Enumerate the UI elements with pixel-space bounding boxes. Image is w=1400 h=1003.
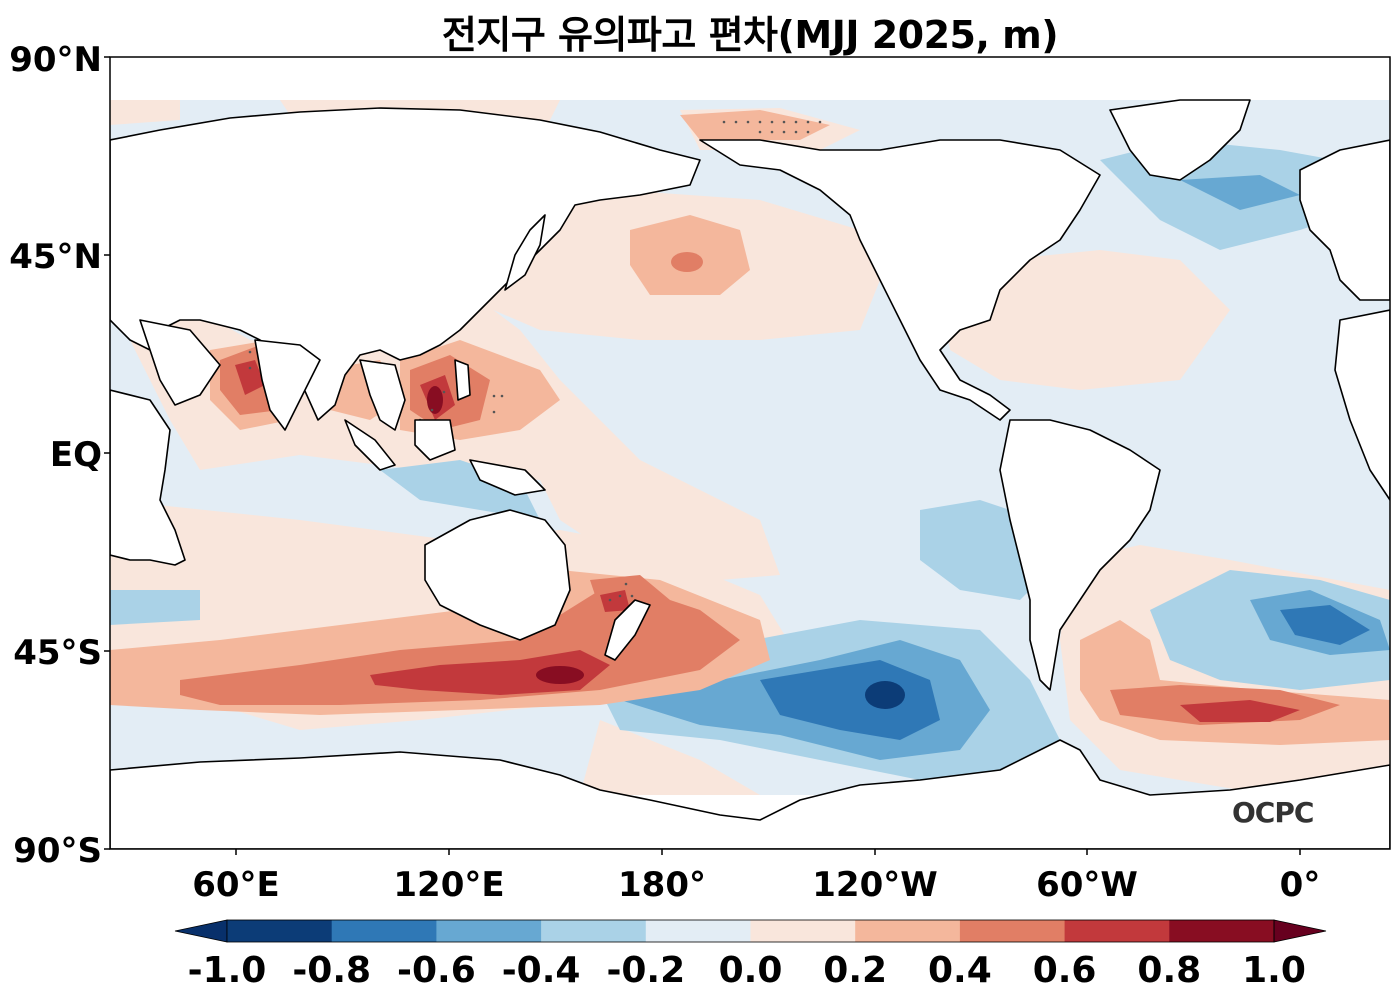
colorbar-segment <box>959 920 1066 942</box>
land-sumatra <box>344 419 396 471</box>
anomaly-negative-strong <box>760 605 1370 740</box>
colorbar-tick-label: 0.6 <box>1032 950 1097 991</box>
colorbar-tick-label: -0.8 <box>292 950 372 991</box>
colorbar-tick-label: -0.2 <box>606 950 686 991</box>
colorbar-segment <box>645 920 751 942</box>
land-antarctica <box>110 739 1390 849</box>
colorbar-segment <box>750 920 856 942</box>
colorbar-tick-label: -0.4 <box>501 950 581 991</box>
lat-label-eq: EQ <box>49 435 102 475</box>
ocpc-logo: OCPC <box>1232 796 1314 829</box>
lon-label-60w: 60°W <box>1036 865 1138 905</box>
colorbar-segment <box>227 920 333 942</box>
anomaly-positive-extreme <box>235 360 1300 722</box>
land-borneo <box>414 419 456 461</box>
colorbar-segment <box>1064 920 1170 942</box>
land-africa-west <box>1334 309 1390 501</box>
lat-label-45s: 45°S <box>13 633 102 673</box>
land-arabia <box>139 319 221 406</box>
anomaly-negative-extreme <box>865 681 905 709</box>
colorbar-segment <box>436 920 542 942</box>
lon-label-60e: 60°E <box>192 865 280 905</box>
land-newguinea <box>469 459 546 496</box>
lat-label-90n: 90°N <box>9 40 102 80</box>
land-africa <box>110 389 186 566</box>
land-europe-west <box>1299 139 1390 301</box>
colorbar-under-arrow <box>174 919 228 943</box>
land-eurasia-east <box>110 107 701 421</box>
lat-label-45n: 45°N <box>9 237 102 277</box>
land-greenland <box>1109 99 1251 181</box>
lon-label-120w: 120°W <box>812 865 938 905</box>
axis-ticks <box>104 56 1301 855</box>
colorbar-over-arrow <box>1273 919 1327 943</box>
colorbar-segment <box>541 920 647 942</box>
land-japan <box>504 214 546 291</box>
colorbar <box>174 919 1327 943</box>
land-australia <box>424 509 571 641</box>
colorbar-frame <box>226 919 1275 943</box>
lon-label-120e: 120°E <box>393 865 505 905</box>
land-north-america <box>699 139 1101 421</box>
colorbar-segment <box>331 920 437 942</box>
colorbar-tick-label: 0.2 <box>823 950 888 991</box>
land-philippines <box>454 359 471 401</box>
lon-label-180: 180° <box>618 865 706 905</box>
colorbar-segment <box>1169 920 1275 942</box>
lon-label-0: 0° <box>1279 865 1321 905</box>
anomaly-positive-peak <box>427 386 584 684</box>
map-plot-area <box>110 99 1390 849</box>
colorbar-tick-label: -0.6 <box>397 950 476 991</box>
colorbar-segment <box>855 920 961 942</box>
colorbar-tick-label: 0.4 <box>928 950 992 991</box>
land-indochina <box>359 359 406 431</box>
colorbar-tick-label: 0.0 <box>718 950 783 991</box>
land-masses <box>110 99 1390 849</box>
colorbar-tick-label: 0.8 <box>1137 950 1202 991</box>
lat-label-90s: 90°S <box>13 831 102 871</box>
colorbar-tick-label: 1.0 <box>1242 950 1306 991</box>
land-newzealand <box>604 599 651 661</box>
colorbar-tick-label: -1.0 <box>187 950 267 991</box>
land-south-america <box>999 419 1161 691</box>
map-title: 전지구 유의파고 편차(MJJ 2025, m) <box>441 13 1059 57</box>
land-india <box>254 339 321 431</box>
